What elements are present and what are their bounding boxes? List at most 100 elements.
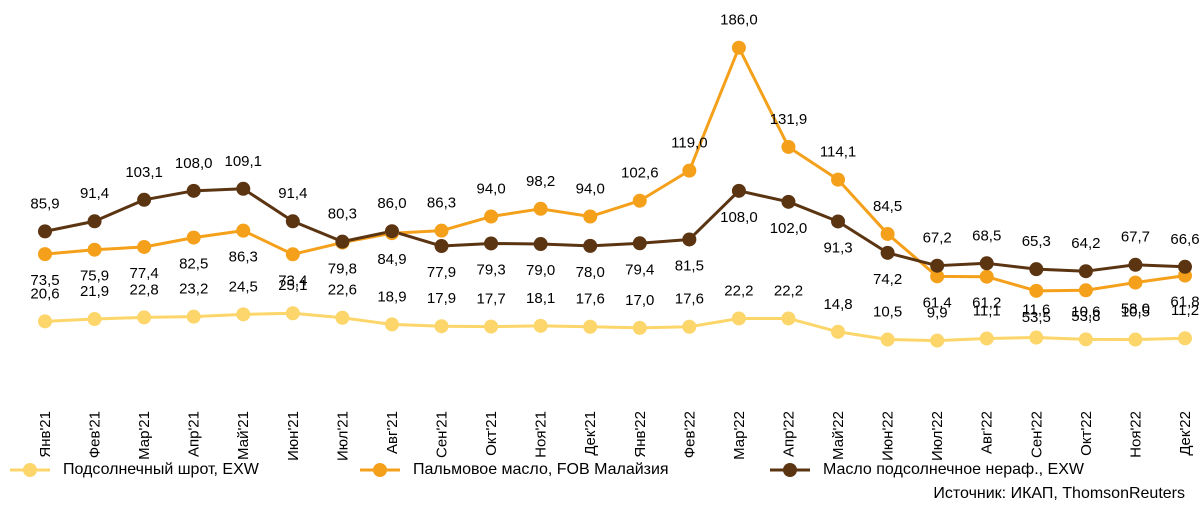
marker xyxy=(682,319,697,334)
x-tick-label: Дек'22 xyxy=(1177,411,1194,456)
x-tick-label: Авг'21 xyxy=(384,411,401,454)
marker xyxy=(285,247,300,262)
marker xyxy=(533,201,548,216)
x-tick-label: Июл'22 xyxy=(929,411,946,461)
marker xyxy=(236,181,251,196)
marker xyxy=(236,223,251,238)
data-label: 17,9 xyxy=(427,290,456,307)
marker xyxy=(1128,257,1143,272)
data-label: 79,8 xyxy=(328,261,357,278)
data-label: 24,5 xyxy=(229,278,258,295)
data-label: 67,2 xyxy=(923,230,952,247)
x-tick-label: Мар'21 xyxy=(136,411,153,460)
marker xyxy=(731,311,746,326)
marker xyxy=(831,214,846,229)
marker xyxy=(682,163,697,178)
data-label: 22,8 xyxy=(130,281,159,298)
data-label: 74,2 xyxy=(873,271,902,288)
data-label: 79,0 xyxy=(526,262,555,279)
data-label: 94,0 xyxy=(476,180,505,197)
marker xyxy=(335,310,350,325)
marker xyxy=(632,193,647,208)
marker xyxy=(880,332,895,347)
data-label: 53,8 xyxy=(1071,308,1100,325)
data-label: 80,3 xyxy=(328,206,357,223)
data-label: 10,5 xyxy=(1121,303,1150,320)
legend-marker xyxy=(23,463,37,477)
marker xyxy=(434,223,449,238)
marker xyxy=(880,226,895,241)
marker xyxy=(434,319,449,334)
series-line xyxy=(44,187,1186,273)
marker xyxy=(583,319,598,334)
x-tick-label: Сен'21 xyxy=(433,411,450,458)
data-label: 23,2 xyxy=(179,281,208,298)
marker xyxy=(632,320,647,335)
x-tick-label: Фев'21 xyxy=(87,411,104,458)
x-tick-label: Дек'21 xyxy=(582,411,599,456)
marker xyxy=(87,242,102,257)
marker xyxy=(583,209,598,224)
data-label: 18,1 xyxy=(526,290,555,307)
data-label: 86,3 xyxy=(427,195,456,212)
data-label: 91,3 xyxy=(823,239,852,256)
marker xyxy=(285,306,300,321)
data-label: 91,4 xyxy=(80,185,109,202)
data-label: 10,5 xyxy=(873,303,902,320)
legend-marker xyxy=(783,463,797,477)
x-tick-label: Ноя'21 xyxy=(533,411,550,458)
marker xyxy=(484,236,499,251)
marker xyxy=(186,309,201,324)
data-label: 131,9 xyxy=(770,111,808,128)
data-label: 61,2 xyxy=(972,295,1001,312)
marker xyxy=(137,310,152,325)
data-label: 114,1 xyxy=(820,144,856,161)
data-label: 10,6 xyxy=(1071,303,1100,320)
marker xyxy=(979,331,994,346)
x-tick-label: Июн'22 xyxy=(880,411,897,461)
data-label: 14,8 xyxy=(823,296,852,313)
data-label: 17,7 xyxy=(476,291,505,308)
marker xyxy=(831,172,846,187)
x-tick-label: Апр'22 xyxy=(780,411,797,457)
marker xyxy=(979,256,994,271)
data-label: 61,4 xyxy=(923,294,952,311)
marker xyxy=(484,319,499,334)
data-label: 17,6 xyxy=(675,291,704,308)
marker xyxy=(484,209,499,224)
marker xyxy=(1078,283,1093,298)
data-label: 81,5 xyxy=(675,257,704,274)
marker xyxy=(1178,331,1192,346)
data-label: 77,9 xyxy=(427,264,456,281)
x-tick-label: Ноя'22 xyxy=(1127,411,1144,458)
data-label: 11,1 xyxy=(973,302,1001,319)
marker xyxy=(930,269,945,284)
marker xyxy=(1029,262,1044,277)
marker xyxy=(38,224,52,239)
marker xyxy=(87,214,102,229)
marker xyxy=(186,183,201,198)
marker xyxy=(384,317,399,332)
marker xyxy=(731,40,746,55)
marker xyxy=(434,239,449,254)
data-label: 77,4 xyxy=(130,265,159,282)
legend-marker xyxy=(373,463,387,477)
marker xyxy=(285,214,300,229)
data-label: 108,0 xyxy=(175,155,213,172)
marker xyxy=(831,324,846,339)
data-label: 22,2 xyxy=(774,282,803,299)
data-label: 85,9 xyxy=(30,195,59,212)
data-label: 65,3 xyxy=(1022,233,1051,250)
marker xyxy=(87,312,102,327)
data-label: 61,8 xyxy=(1170,294,1199,311)
marker xyxy=(1078,264,1093,279)
marker xyxy=(781,139,796,154)
data-label: 64,2 xyxy=(1071,235,1100,252)
marker xyxy=(1078,332,1093,347)
data-label: 186,0 xyxy=(720,12,758,29)
data-label: 21,9 xyxy=(80,283,109,300)
marker xyxy=(583,238,598,253)
x-tick-label: Май'21 xyxy=(235,411,252,460)
marker xyxy=(781,311,796,326)
